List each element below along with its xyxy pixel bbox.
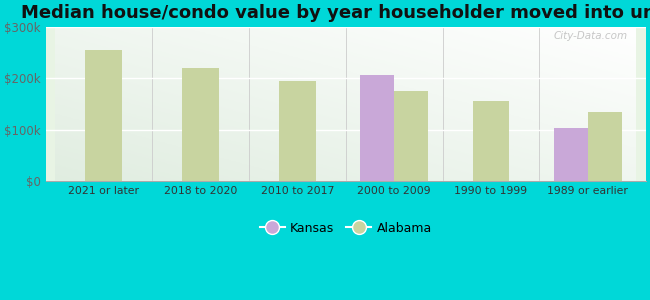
Bar [473, 101, 510, 181]
Bar [85, 50, 122, 181]
Legend: Kansas, Alabama: Kansas, Alabama [255, 217, 437, 240]
Bar [554, 128, 588, 181]
Bar [394, 91, 428, 181]
Bar [182, 68, 219, 181]
Text: City-Data.com: City-Data.com [554, 31, 628, 41]
Bar [588, 112, 621, 181]
Bar [279, 81, 316, 181]
Title: Median house/condo value by year householder moved into unit: Median house/condo value by year househo… [21, 4, 650, 22]
Bar [360, 75, 394, 181]
